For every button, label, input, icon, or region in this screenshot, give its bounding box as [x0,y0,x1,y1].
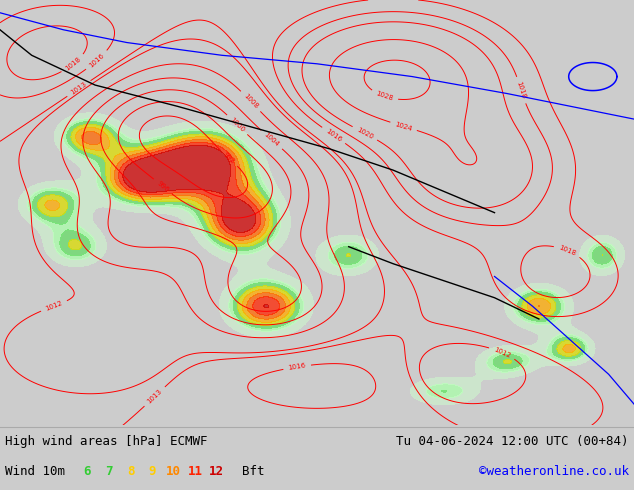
Text: 1018: 1018 [64,56,82,72]
Text: 10: 10 [166,466,181,478]
Text: 1004: 1004 [263,131,280,148]
Text: 992: 992 [222,151,236,165]
Text: 8: 8 [127,466,134,478]
Text: 1018: 1018 [558,245,577,257]
Text: 1016: 1016 [325,128,343,143]
Text: 1013: 1013 [146,388,164,405]
Text: 1016: 1016 [288,363,306,371]
Text: 12: 12 [209,466,224,478]
Text: 11: 11 [188,466,203,478]
Text: 9: 9 [148,466,156,478]
Text: Bft: Bft [242,466,264,478]
Text: 1012: 1012 [44,300,63,312]
Text: 1024: 1024 [394,121,413,132]
Text: 6: 6 [84,466,91,478]
Text: 1013: 1013 [70,81,88,96]
Text: 1020: 1020 [356,126,374,140]
Text: 1028: 1028 [375,91,394,102]
Text: 1012: 1012 [493,346,512,359]
Text: 1016: 1016 [88,52,106,69]
Text: 996: 996 [156,180,170,193]
Text: 1008: 1008 [242,93,259,110]
Text: Wind 10m: Wind 10m [5,466,65,478]
Text: 1018: 1018 [515,81,527,99]
Text: High wind areas [hPa] ECMWF: High wind areas [hPa] ECMWF [5,435,207,448]
Text: Tu 04-06-2024 12:00 UTC (00+84): Tu 04-06-2024 12:00 UTC (00+84) [396,435,629,448]
Text: 1000: 1000 [229,116,246,133]
Text: 7: 7 [105,466,113,478]
Text: ©weatheronline.co.uk: ©weatheronline.co.uk [479,466,629,478]
